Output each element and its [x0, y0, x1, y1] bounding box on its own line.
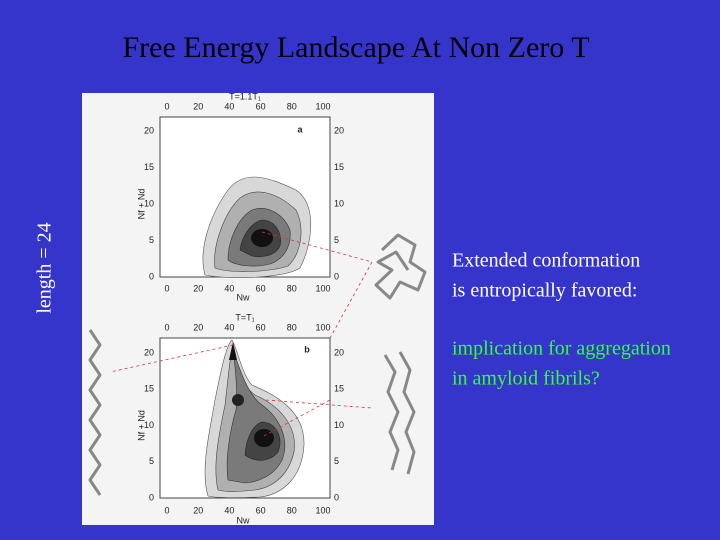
y-tick-label-left: 0 [149, 271, 154, 281]
contour-plot [202, 176, 312, 278]
y-tick-label-right: 10 [334, 198, 344, 208]
x-tick-label-bottom: 100 [315, 283, 330, 293]
x-tick-label-bottom: 80 [287, 505, 297, 515]
x-tick-label-top: 60 [256, 101, 266, 111]
y-tick-label-left: 15 [144, 384, 154, 394]
x-tick-label-bottom: 100 [315, 505, 330, 515]
y-tick-label-right: 5 [334, 456, 339, 466]
x-tick-label-top: 0 [164, 322, 169, 332]
x-tick-label-bottom: 40 [224, 505, 234, 515]
body-text-line: implication for aggregation [452, 338, 671, 360]
x-tick-label-bottom: 60 [256, 283, 266, 293]
body-text-line: in amyloid fibrils? [452, 368, 600, 390]
y-tick-label-left: 20 [144, 347, 154, 357]
y-axis-label: Nf + Nd [136, 410, 146, 441]
x-tick-label-top: 20 [193, 322, 203, 332]
body-text-line: Extended conformation [452, 250, 640, 272]
panel-temperature: T=T₁ [235, 312, 254, 322]
x-tick-label-bottom: 0 [164, 505, 169, 515]
y-tick-label-left: 10 [144, 198, 154, 208]
y-tick-label-right: 20 [334, 125, 344, 135]
y-tick-label-left: 5 [149, 456, 154, 466]
y-tick-label-right: 5 [334, 235, 339, 245]
y-tick-label-right: 0 [334, 271, 339, 281]
text-blocks: Extended conformation is entropically fav… [452, 250, 671, 390]
x-tick-label-bottom: 20 [193, 283, 203, 293]
x-tick-label-top: 100 [315, 322, 330, 332]
contour-plot [204, 339, 305, 498]
panel-temperature: T=1.1T₁ [229, 91, 261, 101]
x-tick-label-top: 20 [193, 101, 203, 111]
x-tick-label-bottom: 40 [224, 283, 234, 293]
panel-letter: b [304, 344, 310, 354]
x-axis-label: Nw [237, 292, 250, 302]
y-tick-label-left: 10 [144, 420, 154, 430]
x-tick-label-bottom: 60 [256, 505, 266, 515]
x-tick-label-bottom: 20 [193, 505, 203, 515]
y-tick-label-right: 15 [334, 384, 344, 394]
x-tick-label-top: 0 [164, 101, 169, 111]
y-tick-label-left: 0 [149, 492, 154, 502]
protein-drawings [88, 233, 427, 496]
x-axis-label: Nw [237, 515, 250, 525]
x-tick-label-bottom: 0 [164, 283, 169, 293]
y-tick-label-right: 20 [334, 347, 344, 357]
y-tick-label-left: 20 [144, 125, 154, 135]
y-tick-label-left: 15 [144, 162, 154, 172]
y-tick-label-right: 15 [334, 162, 344, 172]
x-tick-label-bottom: 80 [287, 283, 297, 293]
x-tick-label-top: 80 [287, 322, 297, 332]
x-tick-label-top: 80 [287, 101, 297, 111]
slide-title: Free Energy Landscape At Non Zero T [122, 31, 589, 64]
body-text-line: is entropically favored: [452, 280, 638, 302]
x-tick-label-top: 40 [224, 322, 234, 332]
y-tick-label-right: 10 [334, 420, 344, 430]
side-label: length = 24 [34, 222, 56, 313]
x-tick-label-top: 100 [315, 101, 330, 111]
y-tick-label-left: 5 [149, 235, 154, 245]
x-tick-label-top: 40 [224, 101, 234, 111]
panel-letter: a [297, 124, 303, 134]
connector-lines [109, 231, 373, 437]
y-tick-label-right: 0 [334, 492, 339, 502]
x-tick-label-top: 60 [256, 322, 266, 332]
y-axis-label: Nf + Nd [136, 189, 146, 220]
